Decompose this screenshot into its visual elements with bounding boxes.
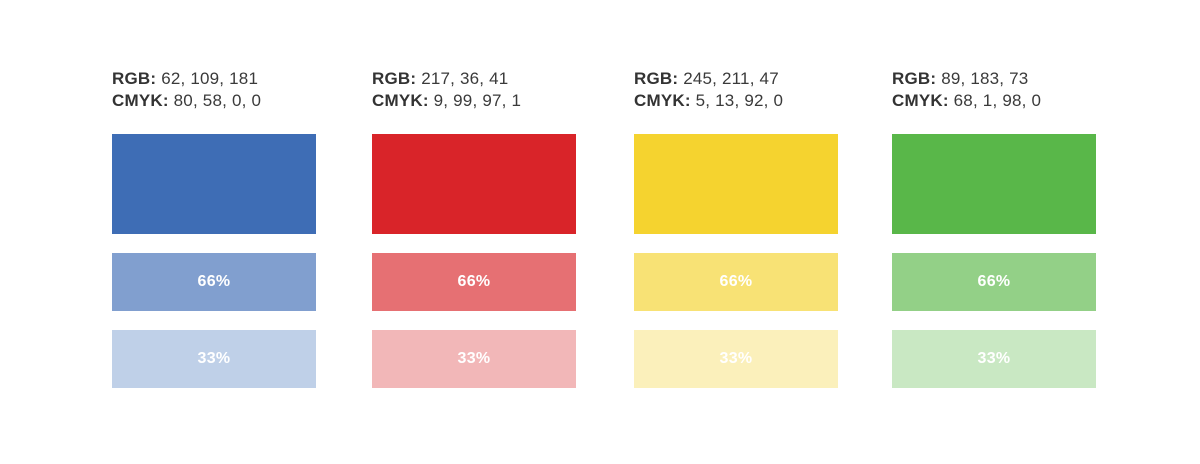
rgb-value: 245, 211, 47 [683, 69, 779, 88]
cmyk-key: CMYK: [112, 91, 169, 110]
swatch-tint-66: 66% [372, 253, 576, 311]
swatch-full [112, 134, 316, 234]
swatch-tint-66: 66% [112, 253, 316, 311]
rgb-label: RGB: 217, 36, 41 [372, 68, 576, 90]
cmyk-key: CMYK: [634, 91, 691, 110]
rgb-key: RGB: [892, 69, 937, 88]
rgb-key: RGB: [112, 69, 157, 88]
rgb-label: RGB: 245, 211, 47 [634, 68, 838, 90]
cmyk-value: 80, 58, 0, 0 [173, 91, 262, 110]
cmyk-value: 68, 1, 98, 0 [953, 91, 1042, 110]
swatch-group-red: RGB: 217, 36, 41 CMYK: 9, 99, 97, 1 66% … [372, 68, 576, 388]
swatch-full [634, 134, 838, 234]
rgb-key: RGB: [372, 69, 417, 88]
tint-33-label: 33% [977, 350, 1011, 367]
swatch-tint-33: 33% [892, 330, 1096, 388]
tint-66-label: 66% [197, 273, 231, 290]
rgb-value: 217, 36, 41 [421, 69, 509, 88]
swatch-group-blue: RGB: 62, 109, 181 CMYK: 80, 58, 0, 0 66%… [112, 68, 316, 388]
swatch-tint-66: 66% [634, 253, 838, 311]
swatch-full [892, 134, 1096, 234]
tint-66-label: 66% [977, 273, 1011, 290]
rgb-value: 62, 109, 181 [161, 69, 259, 88]
cmyk-value: 9, 99, 97, 1 [433, 91, 522, 110]
swatch-group-yellow: RGB: 245, 211, 47 CMYK: 5, 13, 92, 0 66%… [634, 68, 838, 388]
tint-33-label: 33% [457, 350, 491, 367]
tint-33-label: 33% [197, 350, 231, 367]
cmyk-label: CMYK: 68, 1, 98, 0 [892, 90, 1096, 112]
tint-33-label: 33% [719, 350, 753, 367]
swatch-tint-33: 33% [372, 330, 576, 388]
tint-66-label: 66% [457, 273, 491, 290]
cmyk-label: CMYK: 5, 13, 92, 0 [634, 90, 838, 112]
cmyk-key: CMYK: [892, 91, 949, 110]
swatch-tint-66: 66% [892, 253, 1096, 311]
cmyk-label: CMYK: 80, 58, 0, 0 [112, 90, 316, 112]
swatch-tint-33: 33% [634, 330, 838, 388]
swatch-group-green: RGB: 89, 183, 73 CMYK: 68, 1, 98, 0 66% … [892, 68, 1096, 388]
rgb-key: RGB: [634, 69, 679, 88]
cmyk-label: CMYK: 9, 99, 97, 1 [372, 90, 576, 112]
cmyk-key: CMYK: [372, 91, 429, 110]
cmyk-value: 5, 13, 92, 0 [695, 91, 784, 110]
rgb-label: RGB: 89, 183, 73 [892, 68, 1096, 90]
rgb-label: RGB: 62, 109, 181 [112, 68, 316, 90]
swatch-full [372, 134, 576, 234]
tint-66-label: 66% [719, 273, 753, 290]
swatch-tint-33: 33% [112, 330, 316, 388]
rgb-value: 89, 183, 73 [941, 69, 1029, 88]
